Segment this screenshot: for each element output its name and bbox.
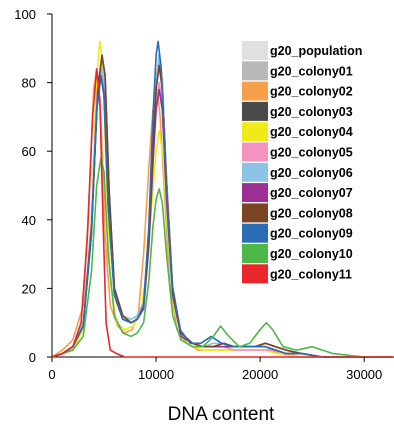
x-axis-title: DNA content — [168, 404, 275, 425]
legend-label: g20_colony10 — [270, 247, 353, 261]
legend-label: g20_colony11 — [270, 267, 352, 281]
legend-label: g20_population — [270, 44, 362, 58]
legend-label: g20_colony09 — [270, 227, 353, 241]
x-tick-label: 20000 — [242, 367, 278, 382]
legend-swatch — [242, 81, 268, 101]
series-line-g20-colony09 — [51, 40, 394, 358]
legend-label: g20_colony05 — [270, 146, 353, 160]
series-line-g20-colony04 — [51, 40, 394, 358]
y-tick-label: 20 — [22, 281, 36, 296]
legend-label: g20_colony06 — [270, 166, 353, 180]
legend: g20_population g20_colony01 g20_colony02 g2… — [242, 41, 362, 284]
x-tick-label: 10000 — [138, 367, 174, 382]
legend-swatch — [242, 142, 268, 162]
series-lines — [51, 40, 394, 358]
legend-label: g20_colony04 — [270, 125, 353, 139]
y-tick-label: 60 — [22, 144, 36, 159]
y-tick-label: 40 — [22, 213, 36, 228]
legend-swatch — [242, 183, 268, 203]
legend-swatch — [242, 162, 268, 182]
x-axis-ticks: 0 10000 20000 30000 — [48, 357, 382, 382]
y-axis-ticks: 0 20 40 60 80 100 — [14, 7, 52, 365]
legend-label: g20_colony07 — [270, 186, 353, 200]
x-tick-label: 0 — [48, 367, 55, 382]
y-tick-label: 0 — [29, 350, 36, 365]
legend-swatch — [242, 223, 268, 243]
legend-label: g20_colony08 — [270, 206, 353, 220]
legend-swatch — [242, 101, 268, 121]
y-tick-label: 80 — [22, 76, 36, 91]
legend-swatch — [242, 41, 268, 60]
series-line-g20-colony11 — [51, 68, 394, 358]
legend-swatch — [242, 264, 268, 284]
legend-swatch — [242, 203, 268, 223]
legend-label: g20_colony03 — [270, 105, 353, 119]
legend-swatch — [242, 61, 268, 81]
plot-area: 0 10000 20000 30000 0 20 40 60 80 100 — [14, 7, 394, 382]
legend-swatch — [242, 122, 268, 142]
y-tick-label: 100 — [14, 7, 36, 22]
legend-swatch — [242, 244, 268, 263]
legend-label: g20_colony02 — [270, 85, 353, 99]
x-tick-label: 30000 — [346, 367, 382, 382]
legend-label: g20_colony01 — [270, 64, 353, 78]
